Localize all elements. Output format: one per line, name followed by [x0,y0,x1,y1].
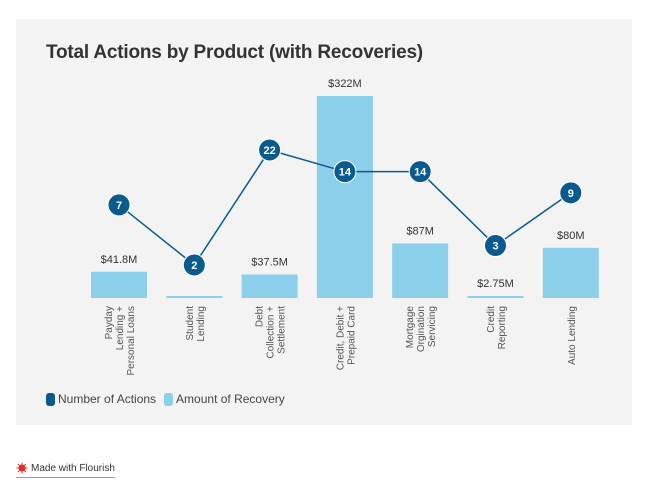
bar-labels-layer: $41.8M $37.5M $322M $87M $2.75M $80M [101,78,585,290]
actions-point-label-3: 14 [339,167,352,179]
made-with-flourish-link[interactable]: Made with Flourish [16,462,115,478]
x-tick-label-5: Credit Reporting [486,306,508,350]
bar-value-label-2: $37.5M [251,256,288,268]
x-tick-label-line: Collection + [266,306,277,359]
bar-value-label-5: $2.75M [477,278,514,290]
bar-6[interactable] [542,247,599,298]
legend-swatch-actions [46,392,55,406]
x-tick-label-line: Mortgage [405,306,416,349]
bar-3[interactable] [316,96,373,298]
actions-point-label-5: 3 [492,241,498,253]
x-tick-label-line: Prepaid Card [346,306,357,365]
bar-4[interactable] [392,243,449,298]
actions-point-label-2: 22 [263,145,275,157]
bar-5[interactable] [467,296,524,298]
x-tick-label-line: Debt [255,306,266,327]
footer-label: Made with Flourish [31,462,115,474]
x-tick-label-line: Credit [486,306,497,333]
actions-point-3[interactable] [333,160,357,184]
actions-point-0[interactable] [107,193,131,217]
legend-swatch-recovery [164,392,174,406]
x-tick-label-line: Settlement [277,306,288,354]
x-tick-label-line: Credit, Debit + [335,306,346,370]
x-tick-label-line: Student [185,306,196,341]
x-axis-labels: Payday Lending + Personal Loans Student Lend… [104,306,578,376]
bar-1[interactable] [166,296,223,298]
x-tick-label-line: Servicing [427,306,438,347]
x-tick-label-line: Payday [104,306,115,339]
legend-item-actions[interactable]: Number of Actions [46,392,156,406]
bar-value-label-6: $80M [557,230,585,242]
bar-value-label-0: $41.8M [101,254,138,266]
actions-point-1[interactable] [182,253,206,277]
flourish-logo-icon [16,462,28,474]
bar-value-label-3: $322M [328,78,362,90]
bars-layer [91,96,599,298]
x-tick-label-2: Debt Collection + Settlement [255,306,288,359]
actions-point-2[interactable] [258,138,282,162]
actions-point-label-0: 7 [116,200,122,212]
bar-0[interactable] [91,271,147,298]
bar-2[interactable] [241,274,298,298]
x-tick-label-line: Reporting [497,306,508,349]
x-tick-label-6: Auto Lending [567,306,578,365]
actions-point-label-4: 14 [414,167,427,179]
legend-label-recovery: Amount of Recovery [176,392,285,406]
x-tick-label-line: Personal Loans [126,306,137,376]
legend: Number of Actions Amount of Recovery [46,392,293,406]
x-tick-label-line: Lending [196,306,207,342]
x-tick-label-1: Student Lending [185,306,207,342]
chart-title: Total Actions by Product (with Recoverie… [46,42,423,63]
x-tick-label-4: Mortgage Orgination Servicing [405,306,438,353]
x-tick-label-0: Payday Lending + Personal Loans [104,306,137,376]
x-tick-label-line: Lending + [115,306,126,350]
legend-label-actions: Number of Actions [58,392,157,406]
x-tick-label-line: Orgination [416,306,427,352]
actions-point-6[interactable] [559,181,583,205]
actions-point-5[interactable] [484,234,507,258]
actions-point-label-6: 9 [568,188,574,200]
legend-item-recovery[interactable]: Amount of Recovery [164,392,285,406]
x-tick-label-3: Credit, Debit + Prepaid Card [335,306,357,370]
actions-point-label-1: 2 [191,260,197,272]
x-tick-label-line: Auto Lending [567,306,578,365]
actions-point-4[interactable] [408,160,432,184]
bar-value-label-4: $87M [406,225,434,237]
